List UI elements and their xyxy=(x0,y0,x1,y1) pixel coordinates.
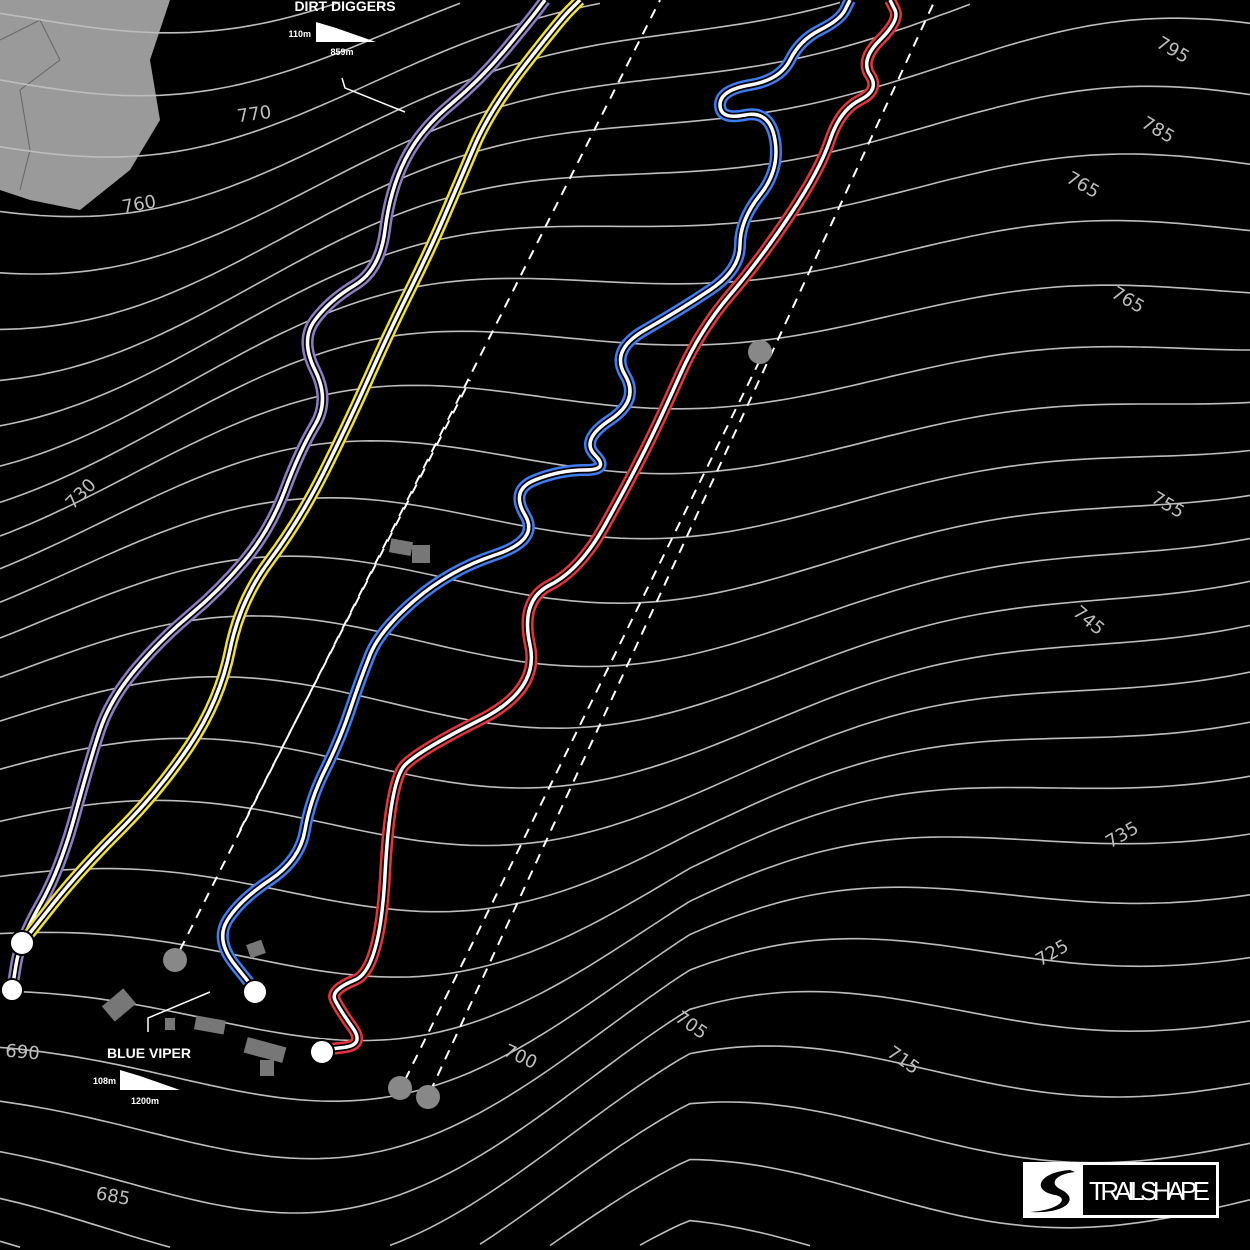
contour-line xyxy=(0,219,1250,467)
trail-name: DIRT DIGGERS xyxy=(294,0,395,14)
trailshape-logo: TRAILSHAPE xyxy=(1023,1162,1219,1218)
contour-line xyxy=(639,1219,811,1247)
elevation-profile-icon xyxy=(316,22,376,42)
contour-label: 760 xyxy=(120,191,157,218)
trail-center xyxy=(20,0,582,945)
lift-line xyxy=(179,0,661,951)
contour-line xyxy=(0,1045,1250,1248)
lift-line xyxy=(404,359,761,1081)
trail-1[interactable] xyxy=(6,0,550,991)
built-area xyxy=(0,0,170,210)
contour-label: 730 xyxy=(62,475,101,514)
trail-label-dirt-diggers[interactable]: DIRT DIGGERS 110m 859m xyxy=(288,0,406,113)
trail-4[interactable] xyxy=(321,0,902,1056)
leader-line xyxy=(341,77,406,113)
lift-line xyxy=(239,379,471,831)
contour-label: 705 xyxy=(671,1007,711,1044)
trail-drop: 108m xyxy=(93,1076,116,1086)
contour-label: 755 xyxy=(1148,488,1188,523)
contour-label: 700 xyxy=(500,1040,540,1074)
contour-label: 770 xyxy=(236,102,273,128)
contour-label: 715 xyxy=(883,1042,923,1079)
contour-line xyxy=(0,2,601,158)
contour-line xyxy=(0,85,1250,382)
contour-line xyxy=(0,886,1250,1102)
contour-line xyxy=(0,580,1250,730)
trail-center xyxy=(220,0,852,992)
contour-line xyxy=(0,937,1250,1160)
contour-line xyxy=(0,17,1250,331)
contour-line xyxy=(549,1158,1250,1247)
lift-stations xyxy=(163,340,772,1109)
contour-label: 690 xyxy=(4,1041,40,1065)
contour-label: 785 xyxy=(1138,113,1178,148)
contour-line xyxy=(0,1,341,34)
lift-line xyxy=(429,0,936,1093)
elevation-profile-icon xyxy=(120,1070,180,1090)
contour-label: 765 xyxy=(1063,168,1103,203)
contour-line xyxy=(0,671,1250,847)
s-logo-icon xyxy=(1030,1170,1075,1213)
contour-label: 745 xyxy=(1069,602,1109,640)
contour-line xyxy=(0,775,1250,978)
trail-name: BLUE VIPER xyxy=(107,1045,191,1061)
contour-line xyxy=(0,449,1250,603)
trail-starts[interactable] xyxy=(0,930,335,1065)
buildings xyxy=(101,538,430,1076)
contour-label: 685 xyxy=(94,1183,131,1210)
trail-drop: 110m xyxy=(288,29,311,39)
contour-line xyxy=(0,401,1250,570)
contour-line xyxy=(0,153,1250,427)
trail-2[interactable] xyxy=(17,0,585,947)
trail-label-blue-viper[interactable]: BLUE VIPER 108m 1200m xyxy=(93,991,211,1106)
contour-line xyxy=(0,1,841,218)
contour-line xyxy=(0,494,1250,639)
trail-center xyxy=(10,0,547,991)
contour-label: 795 xyxy=(1153,33,1193,68)
trail-length: 1200m xyxy=(131,1096,159,1106)
leader-line xyxy=(147,991,211,1032)
logo-text: TRAILSHAPE xyxy=(1089,1176,1211,1206)
contour-line xyxy=(0,721,1250,913)
trail-center xyxy=(321,0,898,1052)
lift-lines xyxy=(179,0,936,1093)
trail-3[interactable] xyxy=(216,0,856,994)
contour-line xyxy=(0,990,1250,1214)
contour-line xyxy=(0,624,1250,789)
trail-length: 859m xyxy=(330,47,353,57)
contour-line xyxy=(0,2,461,97)
contour-line xyxy=(0,537,1250,679)
contour-label: 735 xyxy=(1102,818,1142,853)
trails[interactable] xyxy=(6,0,902,1056)
boundary-line xyxy=(0,19,61,191)
contour-label: 725 xyxy=(1032,936,1072,971)
contour-label: 765 xyxy=(1108,283,1148,318)
contour-line xyxy=(0,3,971,275)
